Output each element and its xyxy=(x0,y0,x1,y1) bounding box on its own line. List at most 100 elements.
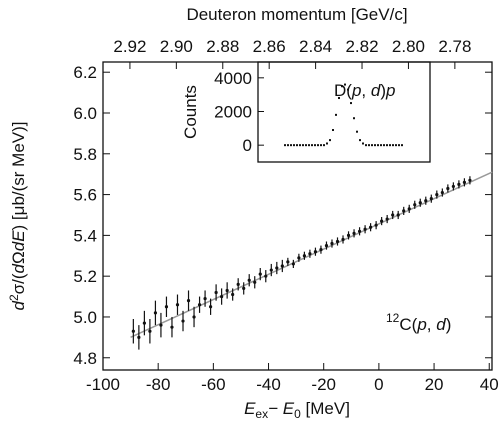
data-point xyxy=(335,239,340,244)
x2-tick-label: 2.86 xyxy=(253,37,286,56)
y-tick-label: 5.4 xyxy=(73,226,97,245)
x-tick-label: 0 xyxy=(374,375,383,394)
data-point xyxy=(446,186,450,191)
x-tick-label: -80 xyxy=(146,375,171,394)
data-point xyxy=(357,229,362,233)
data-point xyxy=(391,213,395,217)
data-point xyxy=(175,303,180,307)
data-point xyxy=(402,209,406,213)
data-point xyxy=(220,294,224,299)
data-point xyxy=(214,290,218,295)
x2-tick-label: 2.88 xyxy=(206,37,239,56)
inset-point xyxy=(305,144,307,147)
data-point xyxy=(363,227,367,231)
data-point xyxy=(291,262,295,266)
inset-point xyxy=(383,144,385,147)
data-point xyxy=(197,303,202,307)
inset-point xyxy=(389,144,391,147)
data-point xyxy=(468,178,472,182)
inset-point xyxy=(362,142,364,145)
data-point xyxy=(192,315,196,319)
inset-y-label: Counts xyxy=(181,85,200,139)
inset-point xyxy=(314,144,316,147)
inset-y-tick-label: 4000 xyxy=(214,69,252,88)
inset-point xyxy=(365,144,367,147)
inset-point xyxy=(386,144,388,147)
data-point xyxy=(440,190,444,195)
data-point xyxy=(181,319,185,323)
data-point xyxy=(424,199,428,203)
data-point xyxy=(308,252,312,256)
y-tick-label: 6.2 xyxy=(73,63,97,82)
data-point xyxy=(302,254,306,258)
data-point xyxy=(247,278,251,282)
x-tick-label: -20 xyxy=(311,375,336,394)
data-point xyxy=(462,180,467,184)
data-point xyxy=(341,237,345,242)
inset-point xyxy=(377,144,379,147)
inset-point xyxy=(299,144,301,147)
data-point xyxy=(451,184,455,189)
data-point xyxy=(142,321,146,325)
data-point xyxy=(236,282,240,286)
data-point xyxy=(346,233,351,237)
y-tick-label: 6.0 xyxy=(73,104,97,123)
data-point xyxy=(286,260,290,264)
inset-point xyxy=(332,129,334,132)
data-point xyxy=(380,219,384,223)
y-tick-label: 5.6 xyxy=(73,186,97,205)
data-point xyxy=(457,182,461,186)
x-axis-label: Eex− E0 [MeV] xyxy=(244,399,350,421)
data-point xyxy=(275,266,279,270)
inset-y-tick-label: 2000 xyxy=(214,102,252,121)
data-point xyxy=(297,256,301,260)
x-tick-label: -60 xyxy=(201,375,226,394)
inset-point xyxy=(392,144,394,147)
inset-point xyxy=(374,144,376,147)
data-point xyxy=(225,288,229,293)
inset-point xyxy=(335,113,337,116)
y-tick-label: 5.0 xyxy=(73,308,97,327)
inset-point xyxy=(368,144,370,147)
data-point xyxy=(352,231,356,235)
inset-point xyxy=(350,102,352,105)
inset-frame xyxy=(257,61,431,163)
data-point xyxy=(369,225,373,229)
data-point xyxy=(396,213,400,217)
x2-tick-label: 2.90 xyxy=(160,37,193,56)
data-point xyxy=(137,335,141,339)
inset-point xyxy=(329,139,331,142)
data-point xyxy=(280,264,284,268)
inset-point xyxy=(293,144,295,147)
x2-tick-label: 2.80 xyxy=(392,37,425,56)
data-point xyxy=(186,299,191,303)
data-point xyxy=(231,292,235,297)
data-point xyxy=(258,272,262,276)
data-point xyxy=(269,268,273,272)
inset-point xyxy=(296,144,298,147)
data-point xyxy=(203,297,207,301)
y-axis-label: d2σ/(dΩdE) [μb/(sr MeV)] xyxy=(7,121,28,310)
x-tick-label: -100 xyxy=(86,375,120,394)
inset-point xyxy=(401,144,403,147)
inset-point xyxy=(326,142,328,145)
data-point xyxy=(324,243,329,248)
data-point xyxy=(242,286,246,291)
data-point xyxy=(170,325,174,329)
inset-point xyxy=(341,85,343,88)
data-point xyxy=(429,197,433,201)
inset-point xyxy=(320,144,322,147)
inset-point xyxy=(290,144,292,147)
inset-point xyxy=(287,144,289,147)
data-point xyxy=(435,192,439,197)
inset-y-tick-label: 0 xyxy=(243,136,252,155)
data-point xyxy=(148,329,152,333)
data-point xyxy=(159,323,163,327)
inset-point xyxy=(302,144,304,147)
inset-point xyxy=(359,139,361,142)
inset-point xyxy=(398,144,400,147)
data-point xyxy=(253,280,257,284)
inset-point xyxy=(356,130,358,133)
data-point xyxy=(385,217,389,221)
